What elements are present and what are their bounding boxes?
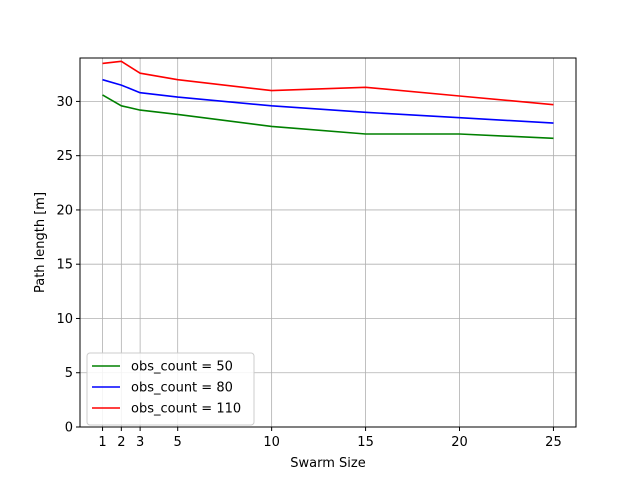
x-tick-label: 5: [174, 435, 182, 450]
y-axis: 0 5 10 15 20 25 30: [56, 95, 80, 436]
y-tick-label: 15: [56, 258, 73, 273]
y-tick-label: 30: [56, 95, 73, 110]
x-tick-label: 25: [545, 435, 562, 450]
legend-label-1: obs_count = 80: [131, 381, 233, 396]
y-tick-label: 0: [65, 421, 73, 436]
legend: obs_count = 50 obs_count = 80 obs_count = …: [86, 352, 255, 426]
x-tick-label: 10: [263, 435, 280, 450]
x-tick-label: 2: [117, 435, 125, 450]
x-tick-label: 15: [357, 435, 374, 450]
x-axis-label: Swarm Size: [290, 456, 365, 471]
plot-frame: [79, 57, 577, 428]
y-tick-label: 25: [56, 149, 73, 164]
y-tick-label: 10: [56, 312, 73, 327]
legend-box: [86, 352, 255, 426]
y-axis-label: Path length [m]: [33, 192, 48, 293]
x-tick-label: 1: [98, 435, 106, 450]
series-line-1: [102, 78, 554, 124]
x-tick-label: 20: [451, 435, 468, 450]
x-axis: 1 2 3 5 10 15 20 25: [98, 427, 562, 450]
series-line-0: [102, 94, 554, 140]
series-line-2: [102, 60, 554, 106]
grid-lines: [80, 58, 576, 428]
y-tick-label: 20: [56, 203, 73, 218]
x-tick-label: 3: [136, 435, 144, 450]
legend-label-0: obs_count = 50: [131, 360, 233, 375]
legend-label-2: obs_count = 110: [131, 402, 241, 417]
y-tick-label: 5: [65, 366, 73, 381]
series-lines: [102, 60, 554, 140]
